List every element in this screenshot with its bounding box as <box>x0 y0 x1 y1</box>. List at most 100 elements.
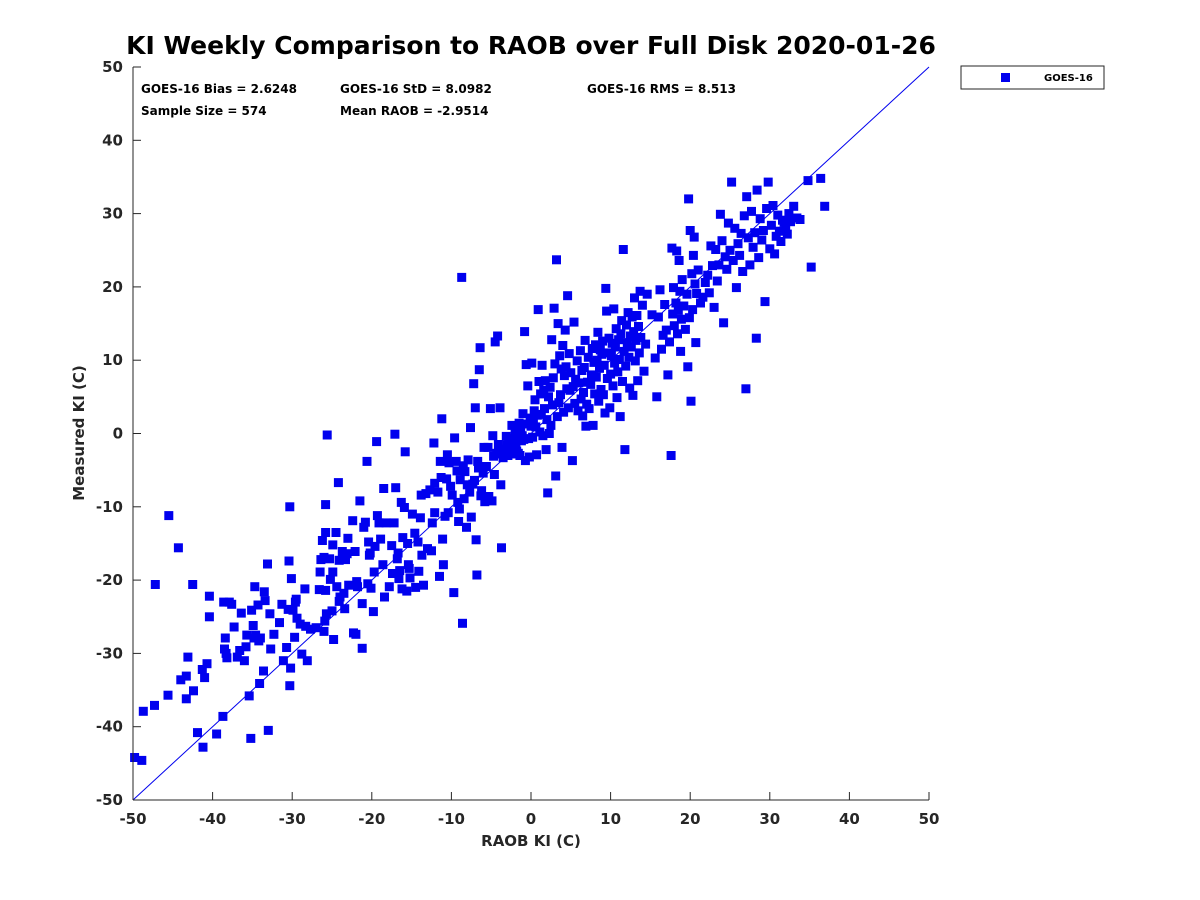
data-point <box>647 310 657 320</box>
data-point <box>415 513 425 523</box>
data-point <box>334 555 344 565</box>
data-point <box>784 209 794 219</box>
data-point <box>227 599 237 609</box>
data-point <box>674 256 684 265</box>
data-point <box>419 580 428 590</box>
x-tick-label: -50 <box>119 810 146 828</box>
y-axis-label: Measured KI (C) <box>70 365 88 501</box>
data-point <box>436 473 446 482</box>
data-point <box>400 447 410 457</box>
data-point <box>559 371 569 381</box>
data-point <box>586 379 596 389</box>
data-point <box>450 433 460 443</box>
data-point <box>524 452 534 462</box>
data-point <box>581 421 591 431</box>
data-point <box>610 342 620 352</box>
data-point <box>552 412 562 422</box>
data-point <box>556 390 565 400</box>
data-point <box>576 394 586 404</box>
data-point <box>547 335 557 345</box>
data-point <box>329 635 339 644</box>
data-point <box>608 381 618 391</box>
data-point <box>754 253 764 263</box>
data-point <box>510 426 520 436</box>
data-point <box>427 518 437 528</box>
data-point <box>533 305 543 315</box>
data-point <box>368 607 378 617</box>
data-point <box>526 421 536 431</box>
data-point <box>393 548 403 558</box>
data-point <box>575 346 585 356</box>
data-point <box>362 456 372 466</box>
data-point <box>615 412 625 422</box>
data-point <box>352 577 362 587</box>
data-point <box>275 618 284 628</box>
data-point <box>676 346 686 356</box>
data-point <box>652 392 662 402</box>
legend-marker <box>1001 73 1010 82</box>
data-point <box>319 552 329 562</box>
data-point <box>198 742 208 752</box>
data-point <box>591 372 601 382</box>
data-point <box>266 644 276 654</box>
data-point <box>686 396 696 406</box>
data-point <box>606 369 616 379</box>
data-point <box>259 666 268 676</box>
data-point <box>675 286 685 296</box>
data-point <box>181 671 191 681</box>
data-point <box>487 496 497 506</box>
data-point <box>553 319 563 329</box>
data-point <box>673 329 682 339</box>
data-point <box>269 629 279 639</box>
data-point <box>776 237 786 246</box>
data-point <box>495 403 505 413</box>
data-point <box>429 438 439 448</box>
data-point <box>193 728 202 738</box>
data-point <box>396 497 406 507</box>
data-point <box>476 491 486 501</box>
data-point <box>552 255 561 265</box>
data-point <box>682 289 692 299</box>
data-point <box>398 533 408 543</box>
data-point <box>427 546 436 556</box>
data-point <box>564 349 574 359</box>
data-point <box>631 335 641 345</box>
data-point <box>466 512 476 522</box>
data-point <box>130 753 140 762</box>
x-tick-label: 40 <box>839 810 860 828</box>
data-point <box>612 393 622 403</box>
data-point <box>781 221 791 231</box>
data-point <box>611 324 621 334</box>
chart-title: KI Weekly Comparison to RAOB over Full D… <box>126 31 936 60</box>
data-point <box>392 554 402 564</box>
data-point <box>372 511 382 521</box>
data-point <box>624 352 634 362</box>
data-point <box>150 580 160 589</box>
y-tick-label: -30 <box>96 644 123 662</box>
data-point <box>527 358 537 368</box>
data-point <box>563 403 573 413</box>
data-point <box>340 604 350 614</box>
data-point <box>755 214 765 224</box>
data-point <box>471 535 481 545</box>
data-point <box>616 329 626 339</box>
data-point <box>462 522 471 532</box>
data-point <box>622 320 631 330</box>
data-point <box>762 204 772 213</box>
data-point <box>328 540 338 550</box>
data-point <box>494 444 504 454</box>
data-point <box>632 311 642 320</box>
data-point <box>251 630 261 640</box>
data-point <box>590 389 600 399</box>
data-point <box>403 539 413 548</box>
data-point <box>490 337 500 347</box>
data-point <box>388 569 397 578</box>
data-point <box>641 339 651 349</box>
data-point <box>650 353 660 363</box>
data-point <box>567 456 577 466</box>
data-point <box>515 451 525 460</box>
data-point <box>722 264 732 274</box>
data-point <box>370 541 380 551</box>
data-point <box>465 487 475 497</box>
